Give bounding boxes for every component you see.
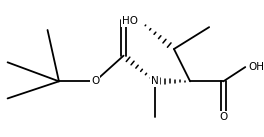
Text: O: O bbox=[219, 112, 228, 122]
Text: N: N bbox=[151, 76, 159, 86]
Text: O: O bbox=[91, 76, 99, 86]
Text: OH: OH bbox=[248, 62, 264, 72]
Text: HO: HO bbox=[122, 16, 138, 26]
Text: O: O bbox=[122, 15, 131, 25]
